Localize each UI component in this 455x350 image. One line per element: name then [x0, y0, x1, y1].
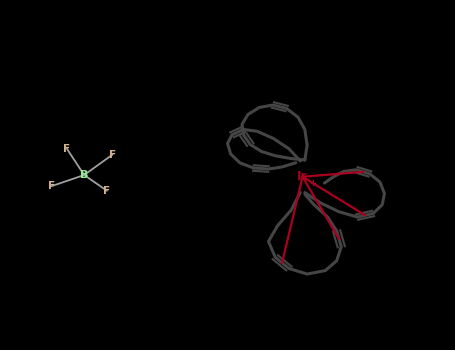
Text: Ir: Ir: [297, 170, 308, 183]
Text: F: F: [63, 144, 71, 154]
Text: B: B: [80, 170, 88, 180]
Text: F: F: [109, 150, 116, 160]
Text: +: +: [309, 179, 316, 188]
Text: F: F: [103, 186, 111, 196]
Text: F: F: [48, 181, 55, 191]
